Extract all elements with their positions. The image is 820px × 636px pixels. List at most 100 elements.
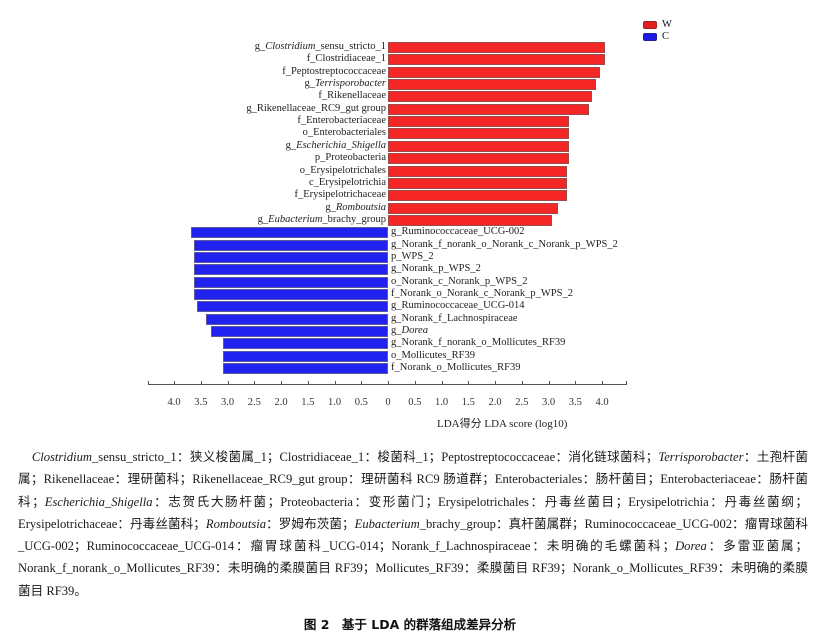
x-tick-label: 0.5 bbox=[408, 397, 422, 408]
bar-w bbox=[388, 214, 552, 226]
x-tick-label: 2.0 bbox=[274, 397, 288, 408]
x-tick bbox=[388, 381, 389, 385]
bar-w bbox=[388, 79, 597, 91]
bar-c bbox=[210, 326, 388, 338]
bar-label: o_Mollicutes_RF39 bbox=[391, 349, 476, 361]
bar-label: o_Enterobacteriales bbox=[302, 127, 386, 139]
bar-c bbox=[194, 251, 388, 263]
x-tick-label: 4.0 bbox=[595, 397, 609, 408]
bar-label: c_Erysipelotrichia bbox=[309, 176, 386, 188]
x-tick bbox=[521, 381, 523, 385]
bar-c bbox=[197, 301, 388, 313]
x-tick-label: 0.5 bbox=[354, 397, 368, 408]
x-tick-label: 1.0 bbox=[434, 397, 449, 408]
x-tick-label: 2.5 bbox=[515, 397, 529, 408]
bar-w bbox=[388, 116, 569, 128]
x-tick bbox=[334, 381, 336, 385]
legend-swatch-w bbox=[643, 20, 657, 29]
bar-w bbox=[388, 54, 605, 66]
bar-c bbox=[223, 350, 388, 362]
legend-item-w: W bbox=[643, 19, 672, 31]
bar-label: o_Norank_c_Norank_p_WPS_2 bbox=[391, 275, 528, 287]
bar-label: g_Escherichia_Shigella bbox=[285, 139, 386, 151]
x-axis-line bbox=[148, 384, 626, 385]
x-tick bbox=[200, 381, 202, 385]
x-tick bbox=[227, 381, 229, 385]
x-tick-label: 1.5 bbox=[461, 397, 475, 408]
x-tick-label: 3.5 bbox=[194, 397, 208, 408]
legend-item-c: C bbox=[643, 31, 669, 43]
bar-w bbox=[388, 128, 569, 140]
bar-label: f_Norank_o_Norank_c_Norank_p_WPS_2 bbox=[391, 288, 573, 299]
x-tick-label: 1.0 bbox=[327, 397, 342, 408]
x-tick bbox=[174, 381, 175, 385]
bar-label: g_Dorea bbox=[391, 325, 428, 337]
x-tick bbox=[575, 381, 577, 385]
bar-w bbox=[388, 66, 600, 78]
x-tick-label: 3.0 bbox=[541, 397, 556, 408]
x-tick-label: 0 bbox=[385, 397, 391, 408]
bar-w bbox=[388, 165, 568, 177]
bar-label: g_Clostridium_sensu_stricto_1 bbox=[254, 41, 386, 52]
bar-w bbox=[388, 91, 592, 103]
x-tick-label: 3.5 bbox=[568, 397, 582, 408]
bar-c bbox=[194, 289, 388, 300]
bar-c bbox=[223, 338, 388, 350]
bar-label: o_Erysipelotrichales bbox=[299, 164, 386, 176]
bar-c bbox=[191, 227, 388, 239]
bar-w bbox=[388, 153, 569, 165]
bar-label: g_Norank_f_Lachnospiraceae bbox=[391, 312, 518, 324]
x-tick bbox=[602, 381, 603, 385]
bar-c bbox=[223, 363, 388, 375]
x-tick-label: 4.0 bbox=[167, 397, 181, 408]
legend-swatch-c bbox=[643, 32, 657, 41]
bar-label: p_Proteobacteria bbox=[314, 152, 386, 164]
x-tick-label: 3.0 bbox=[220, 397, 235, 408]
bar-label: g_Ruminococcaceae_UCG-002 bbox=[391, 226, 525, 238]
bar-w bbox=[388, 190, 568, 202]
bar-label: g_Rikenellaceae_RC9_gut group bbox=[246, 102, 386, 114]
bar-label: p_WPS_2 bbox=[391, 250, 434, 262]
bar-label: f_Peptostreptococcaceae bbox=[282, 65, 386, 77]
bar-c bbox=[194, 276, 388, 288]
bar-w bbox=[388, 103, 590, 115]
lda-bar-chart: W C g_Clostridium_sensu_stricto_1 f_Clost… bbox=[148, 19, 672, 430]
bar-label: f_Clostridiaceae_1 bbox=[306, 53, 386, 65]
x-tick-label: 2.5 bbox=[247, 397, 261, 408]
bar-label: g_Eubacterium_brachy_group bbox=[257, 213, 386, 225]
legend-label-c: C bbox=[662, 31, 670, 42]
x-tick bbox=[361, 381, 363, 385]
legend-label-w: W bbox=[662, 19, 672, 30]
x-tick bbox=[148, 381, 149, 385]
bar-label: g_Romboutsia bbox=[325, 201, 386, 213]
x-tick bbox=[307, 381, 309, 385]
x-tick bbox=[468, 381, 470, 385]
bar-w bbox=[388, 140, 569, 152]
bar-label: g_Terrisporobacter bbox=[304, 78, 386, 90]
x-tick bbox=[495, 381, 496, 385]
bar-label: f_Enterobacteriaceae bbox=[297, 115, 386, 127]
bar-label: g_Norank_f_norank_o_Norank_c_Norank_p_WP… bbox=[391, 238, 618, 250]
bar-w bbox=[388, 177, 568, 189]
x-tick bbox=[626, 381, 627, 385]
x-tick bbox=[441, 381, 443, 385]
x-tick bbox=[548, 381, 550, 385]
bar-label: f_Erysipelotrichaceae bbox=[294, 189, 386, 201]
bar-c bbox=[194, 264, 388, 276]
bar-label: g_Norank_p_WPS_2 bbox=[391, 263, 481, 275]
figure-caption: Clostridium_sensu_stricto_1：狭义梭菌属_1；Clos… bbox=[18, 450, 809, 598]
bar-w bbox=[388, 202, 559, 214]
x-axis-label: LDA得分 LDA score (log10) bbox=[437, 418, 568, 430]
x-tick-label: 2.0 bbox=[488, 397, 502, 408]
bar-c bbox=[206, 313, 388, 325]
x-tick bbox=[414, 381, 416, 385]
x-tick bbox=[254, 381, 256, 385]
bar-label: g_Ruminococcaceae_UCG-014 bbox=[391, 300, 525, 312]
bar-label: g_Norank_f_norank_o_Mollicutes_RF39 bbox=[391, 337, 566, 349]
x-tick bbox=[281, 381, 282, 385]
bar-w bbox=[388, 42, 606, 53]
x-tick-label: 1.5 bbox=[301, 397, 315, 408]
bar-label: f_Norank_o_Mollicutes_RF39 bbox=[391, 362, 521, 374]
bar-label: f_Rikenellaceae bbox=[318, 90, 386, 102]
figure-title: 图 2 基于 LDA 的群落组成差异分析 bbox=[303, 617, 517, 632]
